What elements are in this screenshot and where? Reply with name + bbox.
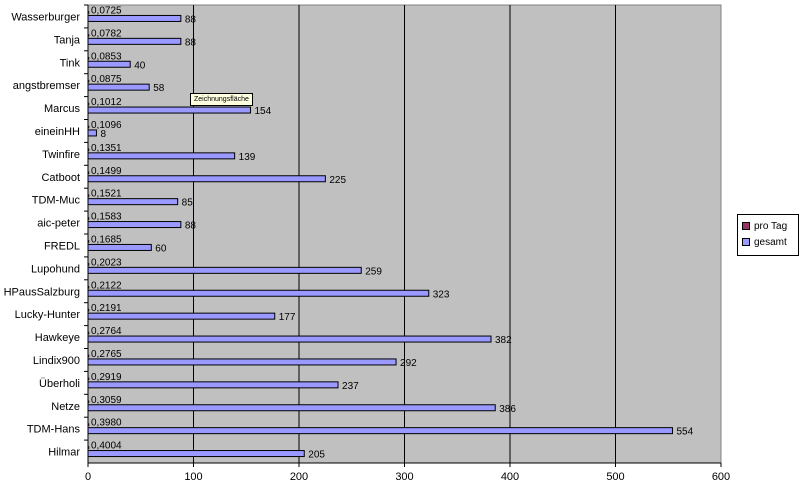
data-label-gesamt-lucky-hunter: 177 [279,312,296,323]
category-label-lucky-hunter: Lucky-Hunter [15,309,81,321]
category-label-wasserburger: Wasserburger [11,11,80,23]
data-label-gesamt-hawkeye: 382 [495,335,512,346]
data-label-pro-tag-aic-peter: 0,1583 [91,212,122,223]
data-label-pro-tag-lucky-hunter: 0,2191 [91,303,122,314]
category-label-hawkeye: Hawkeye [35,332,80,344]
data-label-gesamt-catboot: 225 [329,175,346,186]
data-label-pro-tag-marcus: 0,1012 [91,97,122,108]
data-label-gesamt-lupohund: 259 [365,266,382,277]
legend-label-gesamt: gesamt [754,237,787,248]
category-label-hilmar: Hilmar [48,447,80,459]
data-label-pro-tag-eineinhh: 0,1096 [91,120,122,131]
data-label-gesamt-hpaussalzburg: 323 [433,289,450,300]
bar-gesamt-lucky-hunter [87,312,276,320]
category-label-uberholi: Überholi [39,378,80,390]
category-label-hpaussalzburg: HPausSalzburg [4,286,80,298]
legend-swatch-gesamt [742,238,750,247]
data-label-pro-tag-twinfire: 0,1351 [91,143,122,154]
data-label-gesamt-tanja: 88 [185,37,197,48]
data-label-pro-tag-angstbremser: 0,0875 [91,74,122,85]
data-label-pro-tag-lindix900: 0,2765 [91,349,122,360]
data-label-pro-tag-uberholi: 0,2919 [91,372,122,383]
data-label-pro-tag-fredl: 0,1685 [91,234,122,245]
x-tick-label: 600 [712,471,730,483]
data-label-gesamt-twinfire: 139 [239,152,256,163]
data-label-gesamt-marcus: 154 [254,106,271,117]
data-label-pro-tag-tink: 0,0853 [91,51,122,62]
bar-gesamt-lindix900 [87,358,397,366]
x-tick-label: 0 [85,471,91,483]
legend-item-pro-tag: pro Tag [742,220,787,234]
data-label-pro-tag-tanja: 0,0782 [91,28,122,39]
category-labels: Wasserburger Tanja Tink angstbremser Marcus e… [4,4,88,459]
category-label-fredl: FREDL [44,240,80,252]
x-tick-label: 500 [606,471,624,483]
data-label-pro-tag-hilmar: 0,4004 [91,441,122,452]
bars: 0,0725 88 0,0782 88 0,0853 40 0,0875 58 0,1012 15… [87,5,694,461]
bar-gesamt-aic-peter [87,221,182,229]
data-label-gesamt-uberholi: 237 [342,381,359,392]
bar-gesamt-wasserburger [87,14,182,22]
plot-area-tooltip: Zeichnungsfläche [190,93,253,106]
x-tick-label: 300 [395,471,413,483]
bar-gesamt-hpaussalzburg [87,289,430,297]
bar-gesamt-eineinhh [87,129,97,137]
data-label-gesamt-wasserburger: 88 [185,14,197,25]
bar-gesamt-fredl [87,243,152,251]
data-label-gesamt-eineinhh: 8 [100,129,106,140]
bar-gesamt-tdm-hans [87,427,673,435]
category-label-aic-peter: aic-peter [37,218,80,230]
data-label-gesamt-angstbremser: 58 [153,83,165,94]
legend-label-pro-tag: pro Tag [754,221,788,232]
data-label-pro-tag-netze: 0,3059 [91,395,122,406]
bar-gesamt-tanja [87,37,182,45]
bar-gesamt-uberholi [87,381,339,389]
category-label-netze: Netze [51,401,80,413]
category-label-tdm-hans: TDM-Hans [27,424,81,436]
category-label-twinfire: Twinfire [42,149,80,161]
category-label-angstbremser: angstbremser [13,80,81,92]
data-label-gesamt-tdm-hans: 554 [676,427,693,438]
data-label-gesamt-tink: 40 [134,60,146,71]
category-label-marcus: Marcus [44,103,81,115]
bar-gesamt-lupohund [87,266,362,274]
data-label-pro-tag-hawkeye: 0,2764 [91,326,122,337]
x-tick-label: 200 [290,471,308,483]
category-label-eineinhh: eineinHH [35,126,80,138]
data-label-pro-tag-wasserburger: 0,0725 [91,5,122,16]
data-label-gesamt-netze: 386 [499,404,516,415]
bar-gesamt-tdm-muc [87,198,179,206]
category-label-lindix900: Lindix900 [33,355,80,367]
data-label-gesamt-hilmar: 205 [308,450,325,461]
data-label-gesamt-tdm-muc: 85 [182,198,194,209]
legend-item-gesamt: gesamt [742,236,787,250]
legend-swatch-pro-tag [742,222,750,231]
bar-gesamt-marcus [87,106,251,114]
category-label-tink: Tink [60,57,81,69]
bar-gesamt-netze [87,404,496,412]
data-label-gesamt-aic-peter: 88 [185,221,197,232]
x-tick-label: 100 [184,471,202,483]
data-label-pro-tag-hpaussalzburg: 0,2122 [91,280,122,291]
bar-gesamt-catboot [87,175,326,183]
category-label-tanja: Tanja [54,34,81,46]
x-axis-ticks: 0 100 200 300 400 500 600 [85,5,730,483]
category-label-tdm-muc: TDM-Muc [32,195,81,207]
bar-gesamt-twinfire [87,152,236,160]
data-label-pro-tag-tdm-hans: 0,3980 [91,418,122,429]
data-label-gesamt-fredl: 60 [155,243,167,254]
data-label-pro-tag-lupohund: 0,2023 [91,257,122,268]
bar-gesamt-tink [87,60,131,68]
x-tick-label: 400 [501,471,519,483]
data-label-gesamt-lindix900: 292 [400,358,417,369]
data-label-pro-tag-catboot: 0,1499 [91,166,122,177]
bar-gesamt-hawkeye [87,335,492,343]
legend[interactable]: pro Tag gesamt [737,214,799,256]
category-label-catboot: Catboot [41,172,80,184]
bar-gesamt-angstbremser [87,83,150,91]
bar-gesamt-hilmar [87,450,305,458]
data-label-pro-tag-tdm-muc: 0,1521 [91,189,122,200]
category-label-lupohund: Lupohund [31,263,80,275]
